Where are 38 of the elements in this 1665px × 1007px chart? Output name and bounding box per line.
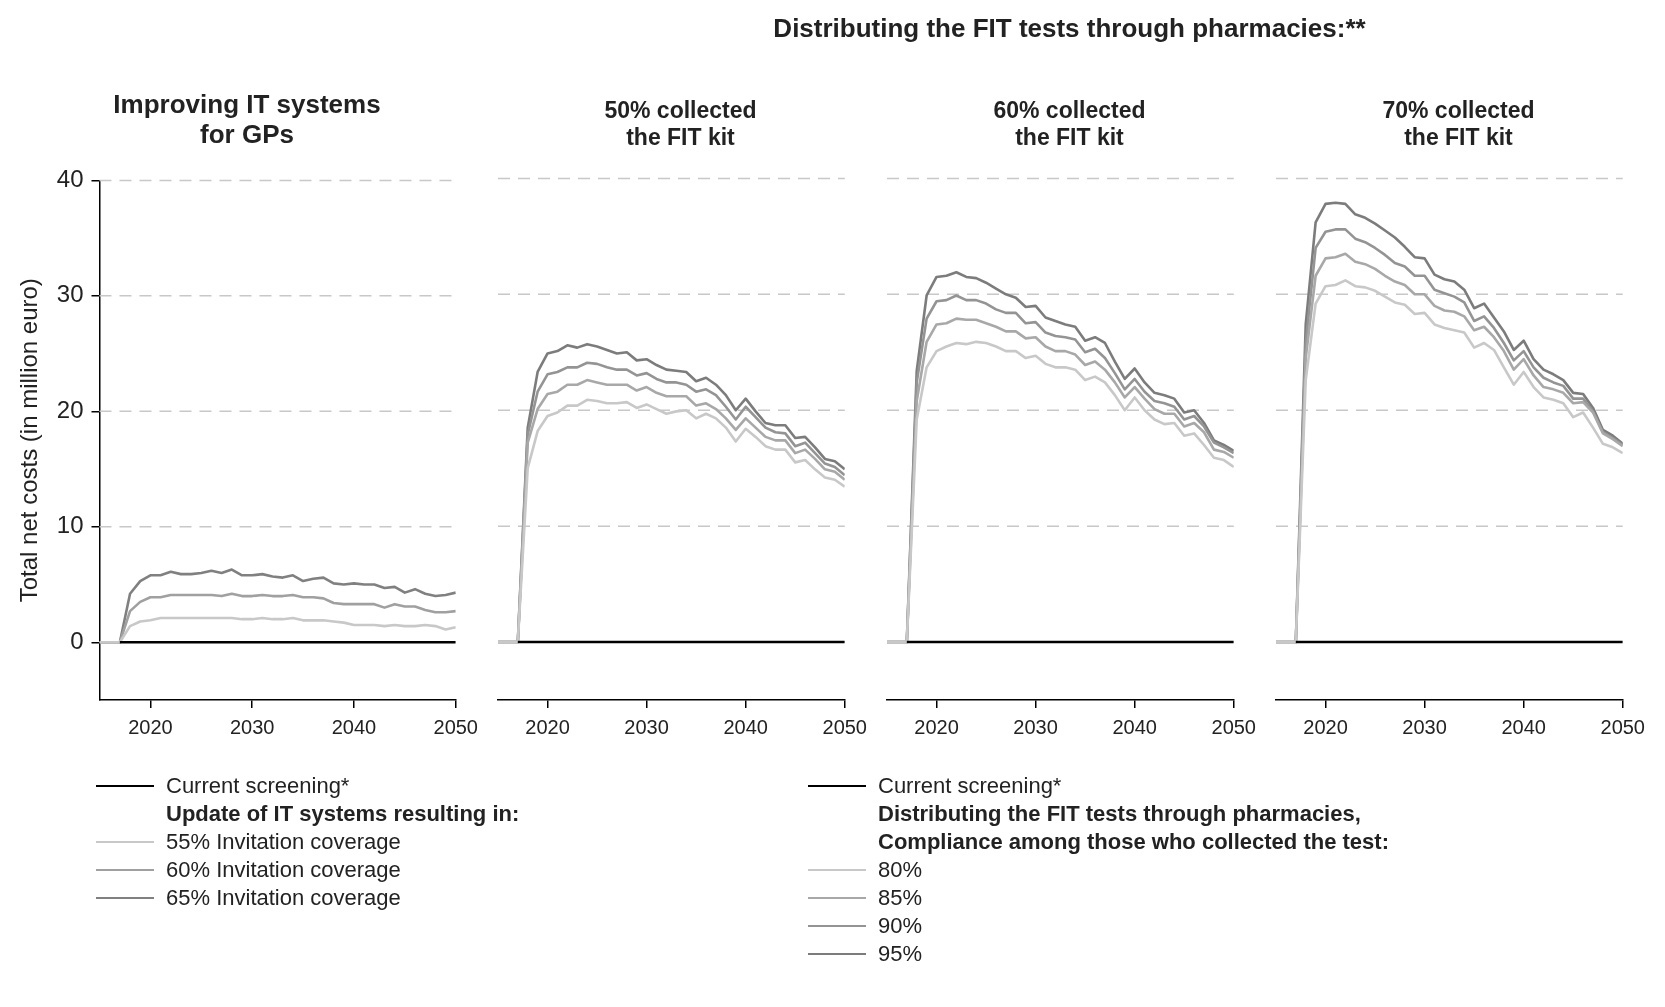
x-tick-label: 2050 bbox=[822, 715, 867, 738]
x-tick-label: 2040 bbox=[331, 715, 377, 738]
legend-label: 95% bbox=[878, 940, 923, 968]
x-tick-label: 2050 bbox=[433, 715, 478, 738]
y-axis-title: Total net costs (in million euro) bbox=[15, 278, 43, 603]
legend-label: 65% Invitation coverage bbox=[166, 884, 401, 912]
chart-title: 70% collected the FIT kit bbox=[1382, 97, 1535, 150]
y-tick-label: 0 bbox=[70, 626, 84, 654]
legend-label: Current screening* bbox=[878, 772, 1062, 800]
legend-label: 55% Invitation coverage bbox=[166, 828, 401, 856]
x-tick-label: 2040 bbox=[723, 715, 768, 738]
legend-title: Update of IT systems resulting in: bbox=[165, 800, 521, 828]
text: Distributing the FIT tests through pharmacies:** bbox=[773, 12, 1366, 44]
x-tick-label: 2050 bbox=[1600, 715, 1645, 738]
legend-label: 60% Invitation coverage bbox=[166, 856, 401, 884]
y-tick-label: 10 bbox=[56, 511, 84, 539]
y-tick-label: 20 bbox=[56, 395, 84, 423]
x-tick-label: 2050 bbox=[1211, 715, 1256, 738]
legend-title: Distributing the FIT tests through pharmacies, Compliance among those who collected the test: bbox=[877, 800, 1389, 856]
x-tick-label: 2030 bbox=[1402, 715, 1447, 738]
y-tick-label: 40 bbox=[56, 165, 84, 193]
x-tick-label: 2020 bbox=[525, 715, 570, 738]
chart-title: 60% collected the FIT kit bbox=[993, 97, 1146, 150]
x-tick-label: 2030 bbox=[229, 715, 275, 738]
chart-title: 50% collected the FIT kit bbox=[604, 97, 757, 150]
x-tick-label: 2020 bbox=[128, 715, 173, 738]
legend-label: 85% bbox=[878, 884, 923, 912]
x-tick-label: 2030 bbox=[1013, 715, 1058, 738]
chart-title: Improving IT systems for GPs bbox=[113, 89, 381, 150]
legend-label: 80% bbox=[878, 856, 923, 884]
x-tick-label: 2030 bbox=[624, 715, 669, 738]
x-tick-label: 2020 bbox=[914, 715, 959, 738]
x-tick-label: 2020 bbox=[1303, 715, 1348, 738]
y-tick-label: 30 bbox=[56, 280, 84, 308]
x-tick-label: 2040 bbox=[1112, 715, 1157, 738]
x-tick-label: 2040 bbox=[1501, 715, 1546, 738]
legend-label: Current screening* bbox=[166, 772, 350, 800]
legend-label: 90% bbox=[878, 912, 923, 940]
